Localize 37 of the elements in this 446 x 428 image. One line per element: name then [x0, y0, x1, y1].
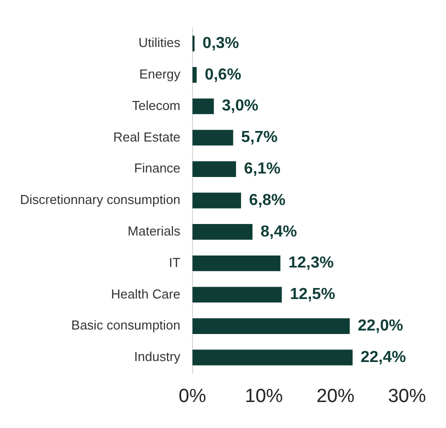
y-tick-label: Industry — [134, 349, 181, 364]
y-tick-label: Utilities — [138, 35, 181, 50]
bar — [192, 224, 252, 240]
data-label: 6,8% — [249, 192, 286, 209]
data-label: 8,4% — [260, 223, 297, 240]
bar — [192, 318, 350, 334]
y-tick-label: Telecom — [132, 98, 180, 113]
y-tick-label: Discretionnary consumption — [20, 192, 180, 208]
bar — [192, 67, 197, 83]
y-tick-label: Finance — [134, 160, 180, 176]
x-tick-label: 0% — [178, 386, 206, 407]
x-tick-label: 10% — [244, 386, 284, 407]
data-label: 3,0% — [222, 98, 258, 115]
x-tick-label: 20% — [316, 386, 355, 407]
y-tick-label: Energy — [139, 66, 181, 82]
data-label: 22,0% — [358, 318, 404, 335]
data-label: 6,1% — [244, 160, 281, 178]
data-label: 12,3% — [288, 254, 334, 272]
data-label: 5,7% — [241, 129, 278, 146]
bar — [192, 286, 282, 303]
bar — [192, 350, 353, 366]
bar — [192, 192, 242, 208]
data-label: 22,4% — [360, 348, 406, 366]
bar — [192, 130, 234, 146]
bar — [192, 98, 214, 114]
bar — [192, 161, 236, 177]
x-tick-label: 30% — [388, 386, 426, 407]
data-label: 0,3% — [202, 34, 240, 52]
y-tick-label: Materials — [128, 223, 181, 238]
data-label: 12,5% — [290, 286, 336, 304]
data-label: 0,6% — [204, 66, 242, 84]
y-tick-label: Health Care — [111, 286, 180, 302]
y-tick-label: IT — [168, 254, 180, 270]
y-tick-label: Basic consumption — [71, 318, 180, 333]
y-tick-label: Real Estate — [113, 129, 180, 144]
bar — [192, 36, 195, 52]
bar — [192, 255, 280, 272]
